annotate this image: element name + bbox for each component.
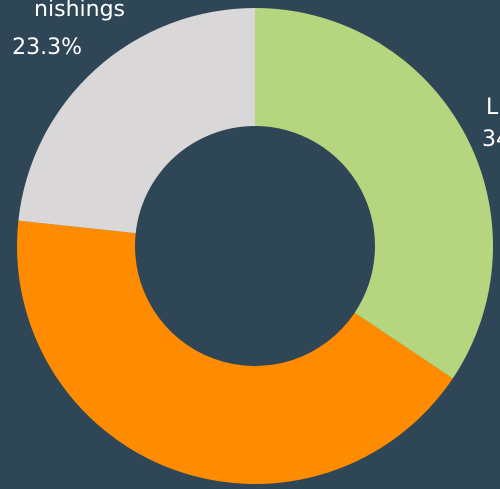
slice-value-label: 23.3%	[12, 35, 82, 60]
slice-label: nishings	[34, 0, 125, 22]
slice-value-label: 34.4%	[482, 127, 500, 152]
donut-slice	[18, 8, 255, 234]
donut-slice	[255, 8, 493, 379]
slice-label: L	[486, 95, 499, 120]
donut-slice	[16, 220, 453, 485]
